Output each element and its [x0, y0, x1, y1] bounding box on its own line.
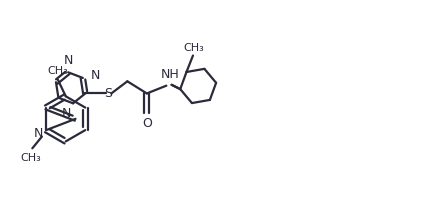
Text: N: N	[90, 69, 100, 82]
Text: O: O	[141, 117, 151, 130]
Text: N: N	[63, 54, 73, 67]
Text: CH₃: CH₃	[183, 43, 204, 53]
Text: NH: NH	[160, 68, 179, 81]
Text: CH₃: CH₃	[47, 66, 68, 76]
Text: N: N	[34, 127, 43, 140]
Text: S: S	[104, 87, 112, 100]
Text: CH₃: CH₃	[20, 153, 41, 163]
Text: N: N	[61, 107, 71, 120]
